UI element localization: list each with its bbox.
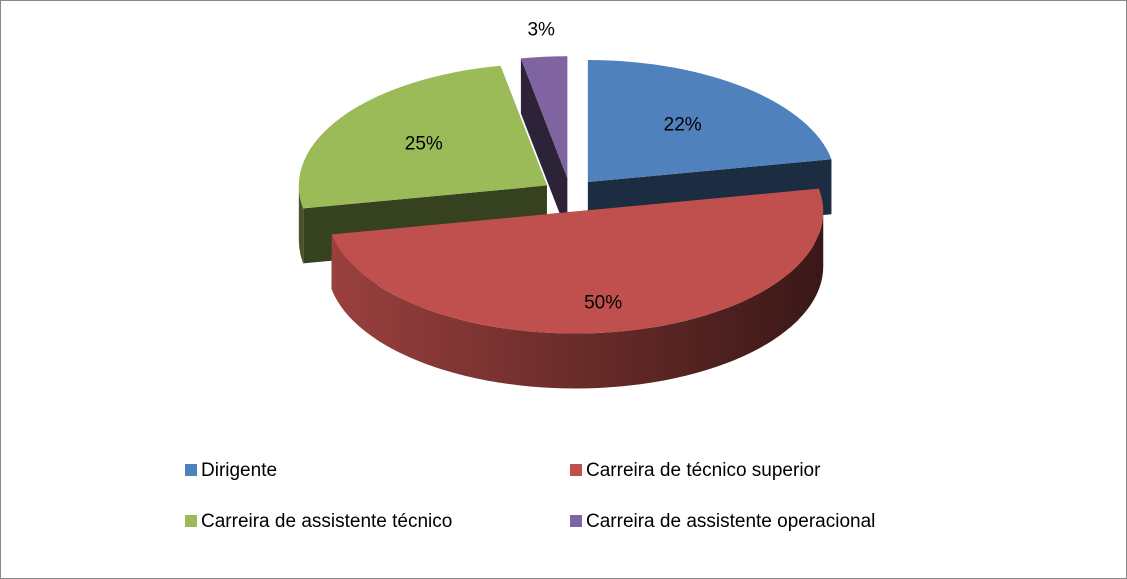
slice-outer-side (298, 185, 304, 264)
slice-top (331, 188, 824, 334)
slice-top (298, 65, 547, 209)
legend-swatch (185, 515, 197, 527)
legend-swatch (570, 464, 582, 476)
legend-swatch (570, 515, 582, 527)
data-label: 3% (527, 19, 555, 40)
slice (331, 188, 824, 389)
slice-top (587, 60, 832, 183)
slice-top (520, 56, 568, 179)
legend-swatch (185, 464, 197, 476)
data-label: 50% (584, 292, 622, 313)
data-label: 22% (664, 115, 702, 136)
legend-label: Carreira de técnico superior (586, 460, 821, 481)
legend-label: Dirigente (201, 460, 277, 481)
legend-label: Carreira de assistente técnico (201, 511, 452, 532)
legend-label: Carreira de assistente operacional (586, 511, 875, 532)
slice-outer-side (331, 211, 824, 389)
data-label: 25% (405, 133, 443, 154)
slice-edge-side (520, 58, 568, 234)
slice (520, 56, 568, 234)
